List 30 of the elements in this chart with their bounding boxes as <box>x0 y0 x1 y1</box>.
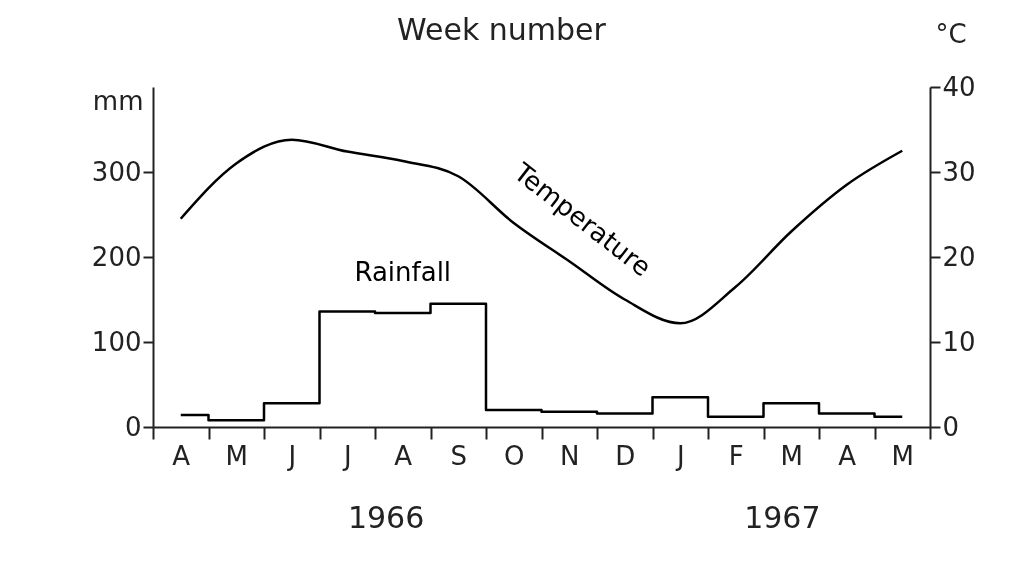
x2-axis-title: Week number <box>397 12 607 47</box>
x-tick-label: J <box>674 440 685 471</box>
x-tick-label: M <box>225 440 248 471</box>
x-tick-label: S <box>450 440 468 471</box>
y2-tick-label: 40 <box>942 71 976 102</box>
y2-tick-label: 30 <box>942 156 976 187</box>
y2-tick-label: 20 <box>942 241 976 272</box>
x-tick-label: N <box>560 440 580 471</box>
y2-axis-title: °C <box>935 18 967 49</box>
y-tick-label: 200 <box>91 241 142 272</box>
x-tick-label: M <box>891 440 914 471</box>
line-series <box>179 138 904 325</box>
y-tick-label: 100 <box>91 326 142 357</box>
x-tick-label: A <box>172 440 191 471</box>
x-tick-label: F <box>728 440 744 471</box>
y2-tick-label: 0 <box>942 411 960 442</box>
x-tick-label: M <box>780 440 803 471</box>
x-tick-label: O <box>504 440 525 471</box>
y-tick-label: 0 <box>124 411 142 442</box>
y2-tick-label: 10 <box>942 326 976 357</box>
x-tick-label: A <box>838 440 857 471</box>
y-tick-label: 300 <box>91 156 142 187</box>
series-label: Rainfall <box>354 257 452 288</box>
x-tick-label: J <box>286 440 297 471</box>
x-tick-label: D <box>615 440 636 471</box>
y-axis-title: mm <box>92 85 144 116</box>
x-tick-label: A <box>394 440 413 471</box>
text: 1966 <box>347 500 425 535</box>
text: 1967 <box>744 500 821 535</box>
x-tick-label: J <box>341 440 352 471</box>
